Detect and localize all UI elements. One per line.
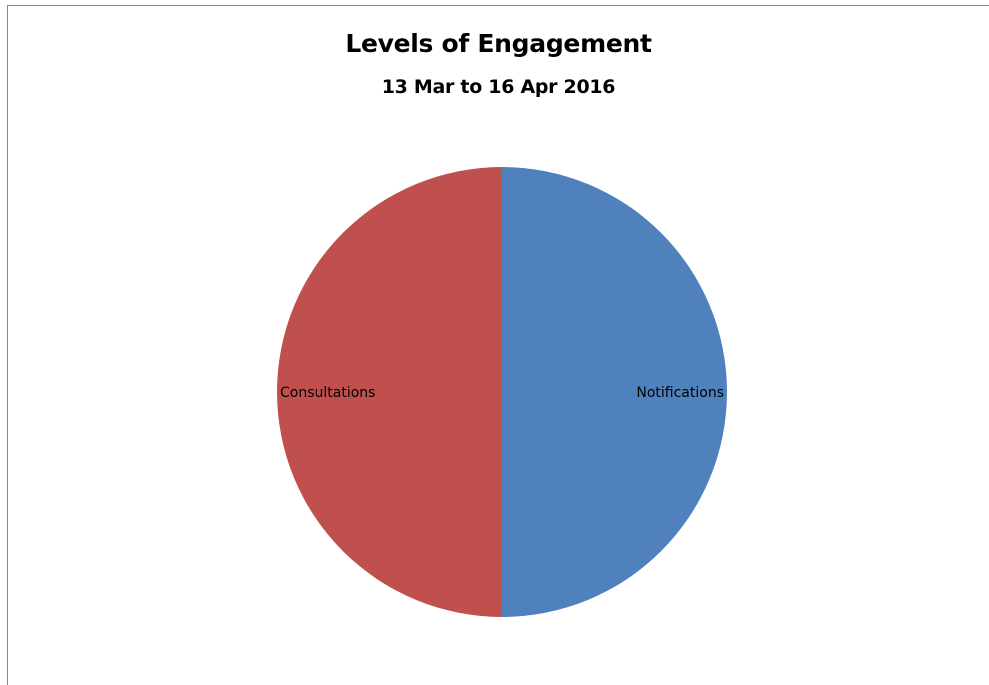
- chart-subtitle: 13 Mar to 16 Apr 2016: [381, 76, 616, 98]
- pie-label-notifications: Notifications: [636, 385, 724, 401]
- chart-title: Levels of Engagement: [345, 29, 652, 58]
- pie-slice-notifications: [502, 167, 727, 617]
- pie-slice-consultations: [277, 167, 502, 617]
- pie-label-consultations: Consultations: [280, 385, 375, 401]
- pie-labels: Notifications Consultations: [280, 385, 724, 401]
- pie-slices: [277, 167, 727, 617]
